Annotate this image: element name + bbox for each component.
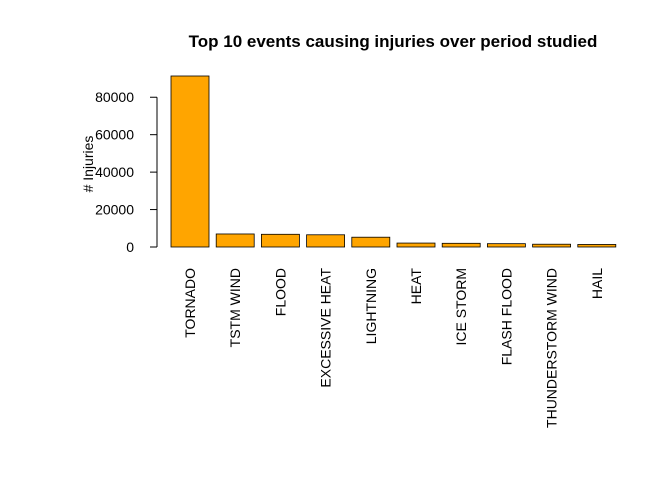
bar xyxy=(486,243,526,248)
category-label: TORNADO xyxy=(182,268,198,338)
bar xyxy=(260,233,300,248)
bars-group xyxy=(170,75,617,248)
bar xyxy=(306,234,346,248)
y-axis-title: # Injuries xyxy=(80,136,96,193)
bar xyxy=(351,236,391,248)
category-label: HEAT xyxy=(408,268,424,305)
category-label: FLASH FLOOD xyxy=(498,268,514,365)
y-axis: 0 20000 40000 60000 80000 xyxy=(95,89,158,255)
y-tick-label: 0 xyxy=(126,239,134,255)
y-tick-label: 80000 xyxy=(95,89,134,105)
bar xyxy=(532,243,571,248)
category-label: FLOOD xyxy=(272,268,288,316)
y-tick-label: 20000 xyxy=(95,202,134,218)
y-tick-label: 40000 xyxy=(95,164,134,180)
bar xyxy=(170,75,210,248)
category-label: EXCESSIVE HEAT xyxy=(318,268,334,388)
category-label: LIGHTNING xyxy=(363,268,379,344)
bar xyxy=(577,244,617,248)
category-label: ICE STORM xyxy=(453,268,469,346)
category-label: HAIL xyxy=(589,268,605,299)
bar xyxy=(441,242,481,248)
category-label: THUNDERSTORM WIND xyxy=(544,268,560,428)
bar xyxy=(215,233,255,248)
bar xyxy=(396,242,436,248)
chart-title: Top 10 events causing injuries over peri… xyxy=(189,32,598,51)
category-labels: TORNADO TSTM WIND FLOOD EXCESSIVE HEAT LIGHT… xyxy=(182,268,605,428)
category-label: TSTM WIND xyxy=(227,268,243,347)
y-tick-label: 60000 xyxy=(95,127,134,143)
